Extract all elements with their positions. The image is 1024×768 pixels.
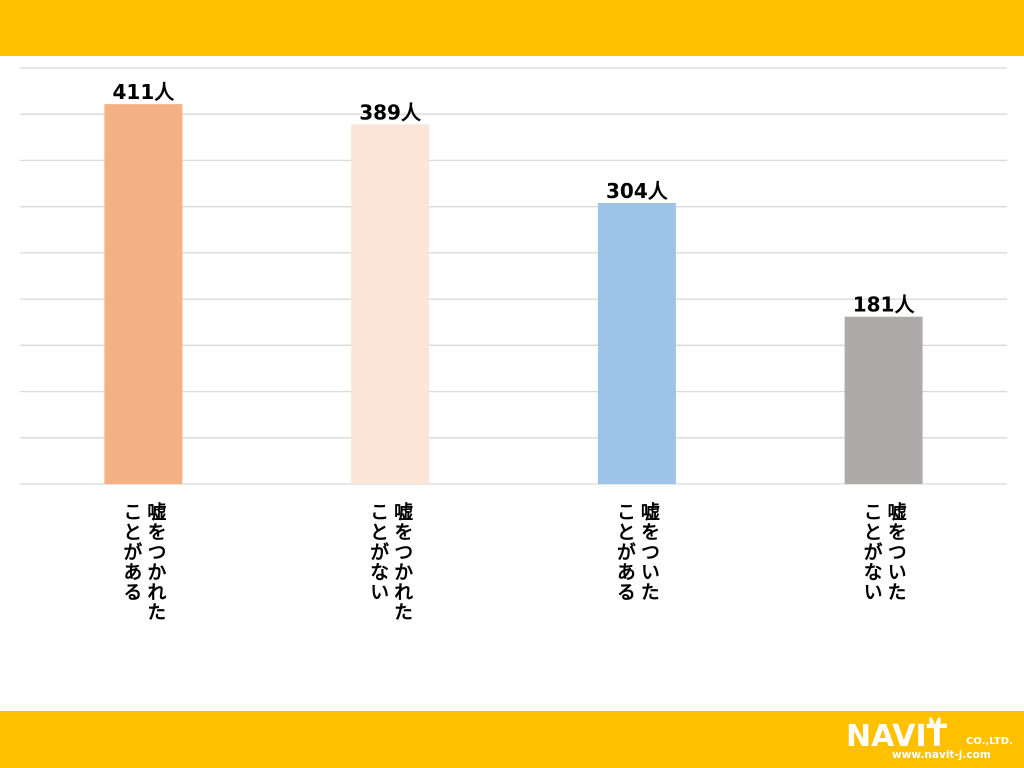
- data-label: 389人: [359, 100, 422, 124]
- data-label: 304人: [606, 179, 669, 203]
- gridlines: [20, 67, 1007, 485]
- category-label-column: ことがない: [367, 502, 389, 602]
- footer-band: [0, 711, 1024, 768]
- bar-chart: 411人389人304人181人 嘘をつかれたことがある 嘘をつかれたことがない嘘…: [20, 67, 1007, 622]
- navit-logo[interactable]: NAVIT CO.,LTD. www.navit-j.com: [844, 716, 1020, 762]
- category-label-column: ことがない: [861, 502, 883, 602]
- bar: [597, 203, 676, 484]
- category-label-column: ことがある: [120, 502, 142, 602]
- data-labels: 411人 389人 304人 181人: [113, 80, 916, 317]
- bars: [104, 104, 923, 485]
- header-band: [0, 0, 1024, 56]
- bar: [104, 104, 183, 484]
- category-label-column: 嘘をつかれた: [144, 502, 166, 622]
- logo-url: www.navit-j.com: [892, 749, 991, 761]
- category-label-column: 嘘をついた: [638, 502, 660, 602]
- logo-suffix: CO.,LTD.: [966, 736, 1013, 747]
- category-label-column: 嘘をついた: [885, 502, 907, 602]
- data-label: 411人: [113, 80, 176, 104]
- data-label: 181人: [853, 293, 916, 317]
- category-label-column: 嘘をつかれた: [391, 502, 413, 622]
- category-label-column: ことがある: [614, 502, 636, 602]
- rabbit-ears-icon: [929, 717, 941, 729]
- bar: [351, 124, 430, 485]
- bar: [844, 316, 923, 484]
